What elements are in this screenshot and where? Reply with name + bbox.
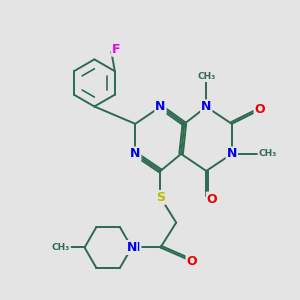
Text: CH₃: CH₃: [259, 149, 277, 158]
Text: CH₃: CH₃: [197, 72, 215, 81]
Text: N: N: [127, 241, 137, 254]
Text: O: O: [255, 103, 265, 116]
Text: N: N: [130, 147, 140, 161]
Text: N: N: [130, 241, 140, 254]
Text: CH₃: CH₃: [52, 243, 70, 252]
Text: S: S: [156, 191, 165, 204]
Text: O: O: [207, 193, 218, 206]
Text: N: N: [155, 100, 166, 113]
Text: O: O: [187, 255, 197, 268]
Text: F: F: [112, 43, 121, 56]
Text: N: N: [226, 147, 237, 161]
Text: N: N: [201, 100, 211, 113]
